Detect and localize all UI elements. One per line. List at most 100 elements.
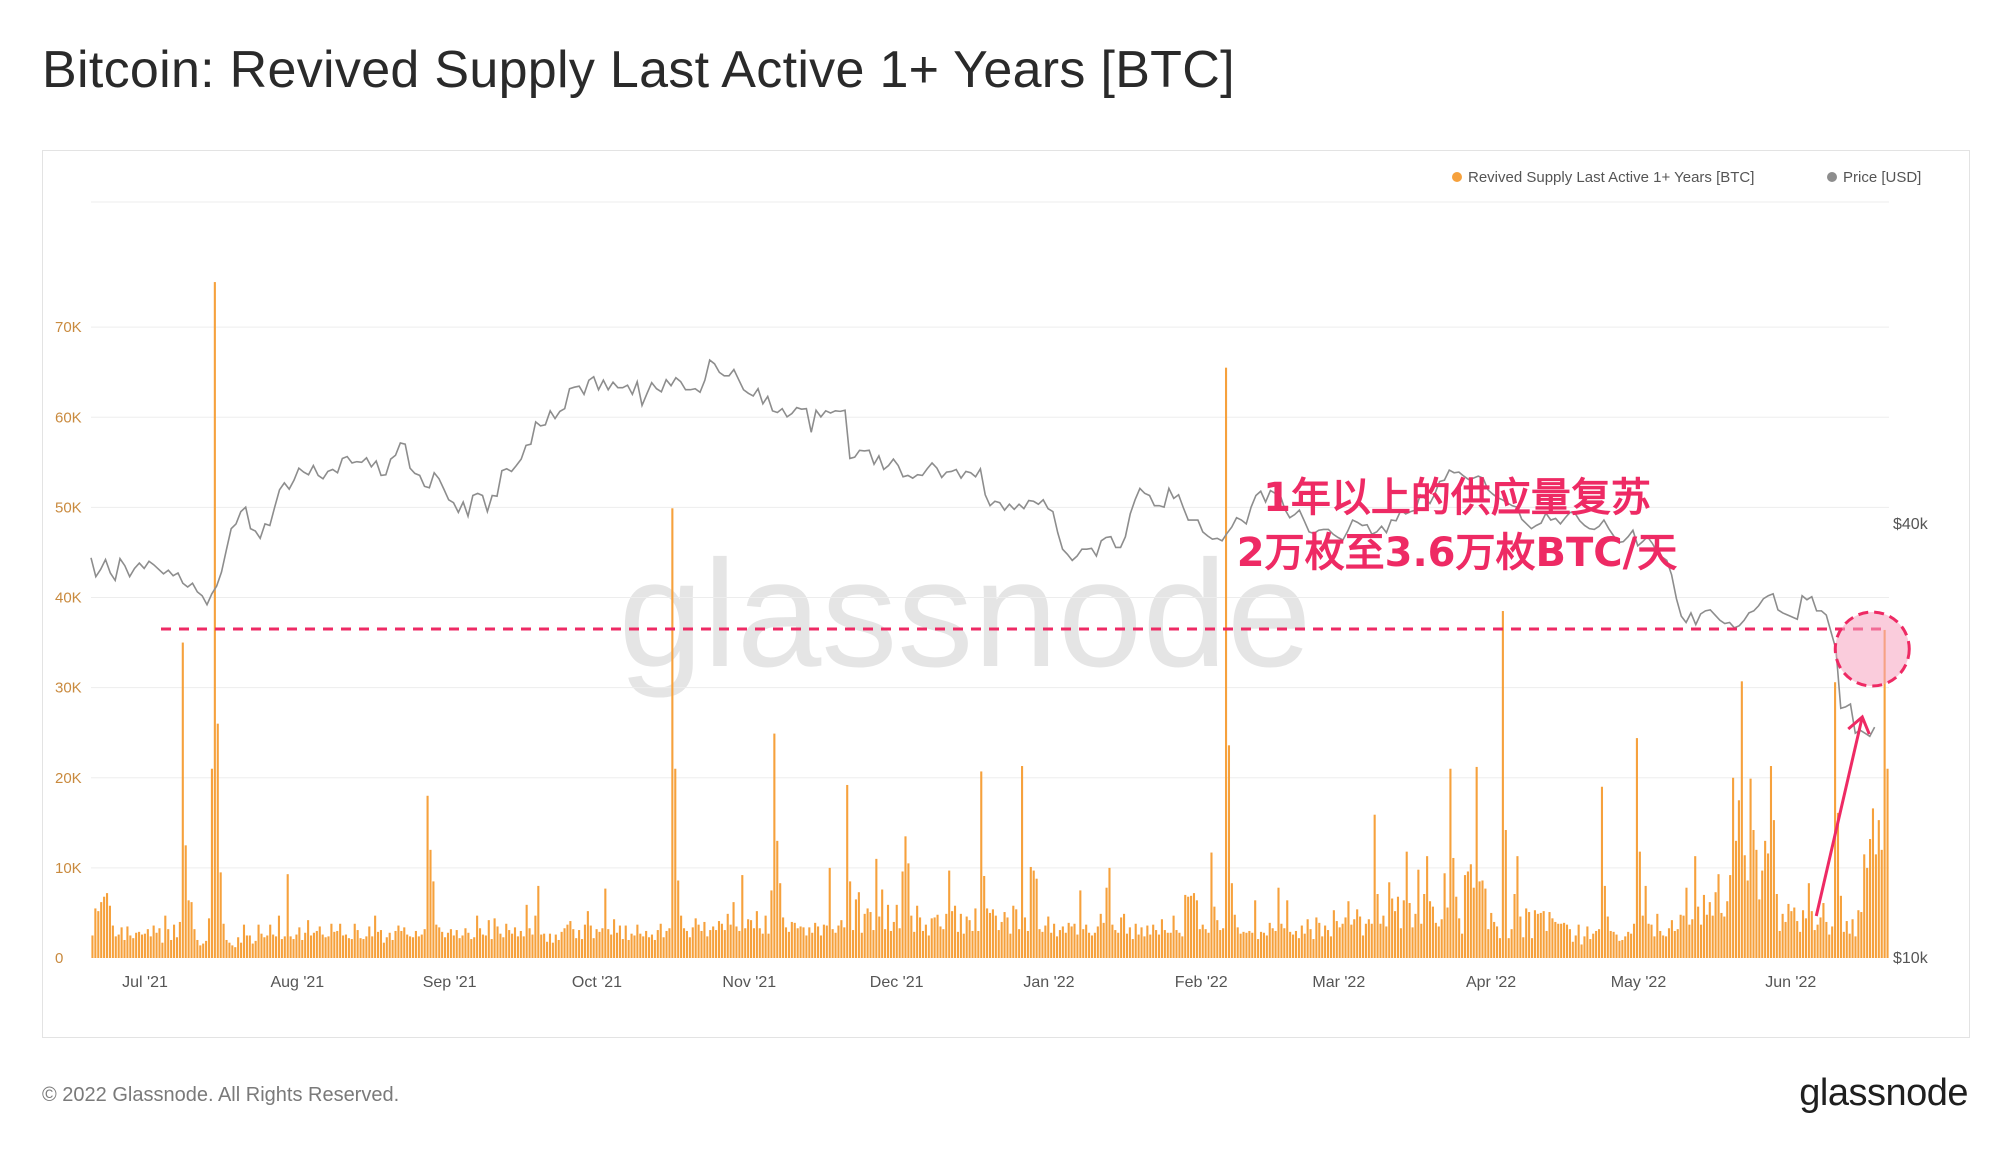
supply-bar	[1755, 849, 1758, 958]
supply-bar	[1102, 922, 1105, 958]
supply-bar	[452, 935, 455, 958]
supply-bar	[1463, 875, 1467, 958]
arrow-head	[1847, 714, 1871, 735]
supply-bar	[563, 928, 566, 958]
supply-bar	[1166, 932, 1169, 958]
legend-price-label[interactable]: Price [USD]	[1843, 169, 1921, 186]
supply-bar	[1883, 629, 1886, 958]
supply-bar	[1615, 934, 1618, 958]
supply-bar	[659, 923, 662, 958]
supply-bar	[1437, 926, 1440, 958]
supply-bar	[103, 896, 106, 958]
supply-bar	[1740, 681, 1743, 958]
supply-bar	[1676, 929, 1679, 958]
supply-bar	[1175, 930, 1178, 958]
supply-bar	[1050, 932, 1053, 958]
supply-bar	[1280, 923, 1283, 958]
supply-bar	[1230, 883, 1233, 958]
supply-bar	[202, 943, 205, 958]
x-tick-label: Feb '22	[1175, 974, 1228, 991]
supply-bar	[639, 933, 642, 958]
supply-bar	[1813, 930, 1816, 958]
supply-bar	[784, 927, 788, 958]
supply-bar	[1114, 930, 1117, 958]
supply-bar	[878, 916, 881, 958]
supply-bar	[1195, 900, 1198, 958]
supply-bar	[849, 881, 852, 958]
supply-bar	[953, 905, 957, 958]
supply-bar	[417, 936, 420, 958]
supply-bar	[1723, 916, 1726, 958]
supply-bar	[190, 902, 193, 958]
supply-bar	[546, 941, 549, 958]
supply-bar	[1344, 917, 1347, 958]
supply-bar	[231, 945, 234, 958]
supply-bar	[1644, 885, 1647, 958]
supply-bar	[779, 883, 782, 958]
supply-bar	[429, 849, 432, 958]
supply-bar	[1501, 611, 1504, 958]
supply-bar	[1018, 929, 1021, 958]
supply-bar	[283, 936, 286, 958]
footer-copyright: © 2022 Glassnode. All Rights Reserved.	[42, 1084, 400, 1106]
supply-bar	[411, 937, 415, 958]
supply-bar	[712, 926, 715, 958]
supply-bar	[175, 937, 179, 958]
supply-bar	[1394, 911, 1397, 958]
supply-bar	[796, 928, 799, 958]
supply-bar	[1219, 930, 1222, 958]
supply-bar	[828, 867, 831, 959]
supply-bar	[219, 872, 222, 958]
supply-bar	[921, 930, 925, 958]
glassnode-logo[interactable]: glassnode	[1799, 1072, 1968, 1114]
supply-bar	[196, 939, 199, 958]
supply-bar	[1070, 926, 1073, 958]
supply-bar	[1746, 880, 1749, 958]
supply-bar	[916, 905, 919, 958]
supply-bar	[1009, 933, 1012, 958]
supply-bar	[747, 919, 750, 958]
supply-bar	[1758, 899, 1761, 958]
supply-bar	[951, 911, 954, 958]
supply-bar	[668, 928, 671, 958]
supply-bar	[1303, 933, 1306, 958]
supply-bar	[528, 928, 531, 958]
supply-bar	[210, 768, 213, 958]
supply-bar	[1522, 937, 1525, 958]
legend-supply-label[interactable]: Revived Supply Last Active 1+ Years [BTC…	[1468, 169, 1754, 186]
supply-bar	[525, 904, 528, 958]
supply-bar	[1630, 933, 1633, 958]
supply-bar	[1598, 929, 1601, 958]
supply-bar	[1574, 935, 1577, 958]
supply-bar	[1309, 929, 1312, 958]
supply-bar	[1408, 903, 1411, 958]
supply-bar	[1149, 934, 1152, 958]
supply-bar	[648, 937, 651, 958]
supply-bar	[476, 915, 479, 958]
supply-bar	[580, 939, 584, 958]
supply-bar	[983, 875, 986, 958]
supply-bar	[738, 930, 741, 958]
supply-bar	[895, 904, 898, 958]
supply-bar	[1857, 910, 1860, 958]
supply-bar	[630, 933, 633, 958]
supply-bar	[1137, 934, 1140, 958]
supply-bar	[860, 932, 863, 958]
supply-bar	[1257, 939, 1260, 958]
supply-bar	[1224, 367, 1228, 958]
supply-bar	[851, 930, 855, 958]
supply-bar	[1178, 932, 1181, 958]
supply-bar	[330, 923, 333, 958]
supply-bar	[508, 930, 511, 958]
supply-bar	[138, 931, 141, 958]
supply-bar	[656, 930, 659, 958]
supply-bar	[927, 935, 930, 958]
supply-bar	[140, 934, 144, 958]
supply-bar	[537, 885, 540, 958]
supply-bar	[843, 927, 846, 958]
y-left-tick-label: 10K	[55, 860, 82, 877]
legend-price-dot	[1827, 172, 1837, 182]
supply-bar	[595, 929, 598, 958]
supply-bar	[455, 930, 458, 958]
supply-bar	[344, 934, 348, 958]
